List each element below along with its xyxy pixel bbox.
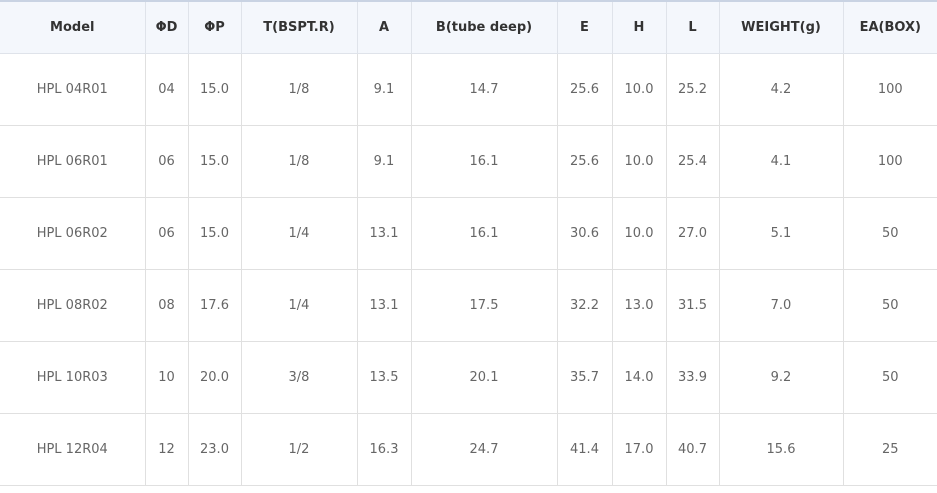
table-cell: 33.9 [665,341,720,414]
table-row: HPL 12R04 12 23.0 1/2 16.3 24.7 41.4 17.0 40.7 15… [0,413,937,486]
table-cell: 10.0 [611,197,667,270]
table-cell: 1/2 [240,413,358,486]
table-cell: HPL 06R02 [0,197,146,270]
header-cell: E [556,0,613,54]
header-cell: EA(BOX) [842,0,937,54]
table-cell: 20.0 [187,341,242,414]
table-cell: 15.0 [187,125,242,198]
header-cell: B(tube deep) [410,0,558,54]
table-cell: HPL 12R04 [0,413,146,486]
table-cell: 31.5 [665,269,720,342]
table-cell: 14.7 [410,53,558,126]
table-cell: 16.1 [410,125,558,198]
table-cell: 1/4 [240,197,358,270]
table-cell: 4.1 [718,125,844,198]
table-row: HPL 06R01 06 15.0 1/8 9.1 16.1 25.6 10.0 25.4 4.1… [0,125,937,198]
table-cell: 50 [842,269,937,342]
table-cell: 15.6 [718,413,844,486]
table-cell: 12 [144,413,189,486]
table-cell: 25.6 [556,53,613,126]
table-cell: 30.6 [556,197,613,270]
table-cell: 04 [144,53,189,126]
table-cell: 3/8 [240,341,358,414]
table-cell: 25 [842,413,937,486]
table-cell: 15.0 [187,53,242,126]
table-cell: 41.4 [556,413,613,486]
table-cell: 10 [144,341,189,414]
table-row: HPL 10R03 10 20.0 3/8 13.5 20.1 35.7 14.0 33.9 9.… [0,341,937,414]
table-cell: 1/4 [240,269,358,342]
header-cell: A [356,0,412,54]
table-cell: 15.0 [187,197,242,270]
table-body: HPL 04R01 04 15.0 1/8 9.1 14.7 25.6 10.0 25.2 4.2… [0,53,937,486]
header-cell: WEIGHT(g) [718,0,844,54]
header-cell: Model [0,0,146,54]
table-cell: 16.3 [356,413,412,486]
table-cell: 13.5 [356,341,412,414]
table-cell: 27.0 [665,197,720,270]
table-cell: 06 [144,125,189,198]
table-cell: 20.1 [410,341,558,414]
table-row: HPL 04R01 04 15.0 1/8 9.1 14.7 25.6 10.0 25.2 4.2… [0,53,937,126]
table-cell: 25.4 [665,125,720,198]
table-cell: 7.0 [718,269,844,342]
table-cell: 50 [842,197,937,270]
table-cell: HPL 10R03 [0,341,146,414]
header-row: Model ΦD ΦP T(BSPT.R) A B(tube deep) E H L WEIGHT… [0,0,937,54]
table-cell: 35.7 [556,341,613,414]
header-cell: T(BSPT.R) [240,0,358,54]
table-cell: 17.6 [187,269,242,342]
table-cell: 1/8 [240,53,358,126]
table-cell: 10.0 [611,53,667,126]
table-cell: 13.1 [356,269,412,342]
table-cell: 24.7 [410,413,558,486]
table-cell: HPL 08R02 [0,269,146,342]
table-cell: 17.0 [611,413,667,486]
table-cell: HPL 06R01 [0,125,146,198]
header-cell: ΦD [144,0,189,54]
table-cell: 13.0 [611,269,667,342]
table-cell: 23.0 [187,413,242,486]
header-cell: H [611,0,667,54]
header-cell: ΦP [187,0,242,54]
table-cell: 13.1 [356,197,412,270]
table-cell: 1/8 [240,125,358,198]
table-cell: 10.0 [611,125,667,198]
table-row: HPL 08R02 08 17.6 1/4 13.1 17.5 32.2 13.0 31.5 7.… [0,269,937,342]
table-row: HPL 06R02 06 15.0 1/4 13.1 16.1 30.6 10.0 27.0 5.… [0,197,937,270]
table-cell: 4.2 [718,53,844,126]
table-cell: 5.1 [718,197,844,270]
table-cell: 17.5 [410,269,558,342]
header-cell: L [665,0,720,54]
table-cell: 100 [842,53,937,126]
table-cell: 06 [144,197,189,270]
table-cell: 14.0 [611,341,667,414]
table-cell: 25.6 [556,125,613,198]
table-cell: 40.7 [665,413,720,486]
table-cell: 08 [144,269,189,342]
table-cell: 100 [842,125,937,198]
table-cell: 9.1 [356,53,412,126]
table-cell: 25.2 [665,53,720,126]
table-cell: 16.1 [410,197,558,270]
table-cell: 50 [842,341,937,414]
table-cell: 9.2 [718,341,844,414]
table-cell: 9.1 [356,125,412,198]
table-cell: HPL 04R01 [0,53,146,126]
table-cell: 32.2 [556,269,613,342]
